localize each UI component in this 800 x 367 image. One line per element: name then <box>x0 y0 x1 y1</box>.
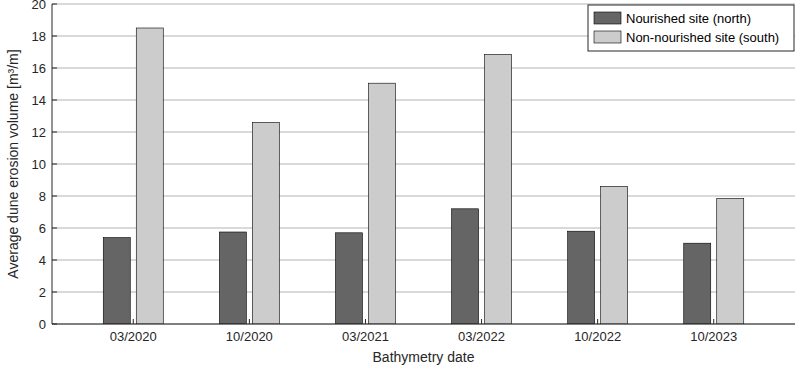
y-tick-label: 2 <box>39 285 46 300</box>
y-tick-label: 4 <box>39 253 46 268</box>
x-tick-label: 03/2021 <box>342 329 389 344</box>
x-tick-label: 03/2020 <box>110 329 157 344</box>
x-tick-label: 10/2023 <box>690 329 737 344</box>
bar <box>452 209 479 324</box>
y-tick-label: 20 <box>32 0 46 12</box>
legend-swatch <box>594 12 621 24</box>
x-tick <box>365 319 366 324</box>
y-tick <box>52 196 57 197</box>
y-tick <box>52 292 57 293</box>
y-tick-label: 18 <box>32 29 46 44</box>
bar <box>252 122 279 324</box>
x-axis-label: Bathymetry date <box>373 349 475 365</box>
chart-container: 0 2 4 6 8 10 12 14 16 18 20 03/2020 10/2020 03/2021 03… <box>0 0 800 367</box>
y-axis-line <box>52 4 53 324</box>
x-tick <box>713 319 714 324</box>
legend-label: Non-nourished site (south) <box>626 30 779 45</box>
y-tick <box>52 260 57 261</box>
bar <box>717 198 744 324</box>
bar <box>684 243 711 324</box>
y-tick <box>52 228 57 229</box>
y-tick <box>52 164 57 165</box>
y-tick <box>52 100 57 101</box>
bar <box>335 233 362 324</box>
bar <box>601 186 628 324</box>
bar <box>219 232 246 324</box>
chart-svg: 0 2 4 6 8 10 12 14 16 18 20 03/2020 10/2020 03/2021 03… <box>0 0 800 367</box>
y-tick-label: 10 <box>32 157 46 172</box>
bar <box>136 28 163 324</box>
y-tick-label: 12 <box>32 125 46 140</box>
y-tick-label: 6 <box>39 221 46 236</box>
legend-label: Nourished site (north) <box>626 11 751 26</box>
x-tick <box>597 319 598 324</box>
x-tick-label: 10/2020 <box>226 329 273 344</box>
y-tick-label: 8 <box>39 189 46 204</box>
bars <box>103 28 743 324</box>
x-tick <box>249 319 250 324</box>
legend-swatch <box>594 31 621 43</box>
x-tick-label: 10/2022 <box>574 329 621 344</box>
x-tick <box>481 319 482 324</box>
y-tick <box>52 132 57 133</box>
y-tick <box>52 68 57 69</box>
y-tick-label: 14 <box>32 93 46 108</box>
y-tick <box>52 36 57 37</box>
y-tick-label: 0 <box>39 317 46 332</box>
x-tick <box>133 319 134 324</box>
grid-line <box>52 4 795 5</box>
x-axis-line <box>52 324 795 325</box>
x-tick-label: 03/2022 <box>458 329 505 344</box>
bar <box>568 231 595 324</box>
bar <box>368 83 395 324</box>
y-tick-label: 16 <box>32 61 46 76</box>
bar <box>485 54 512 324</box>
grid-line <box>52 324 795 325</box>
legend-box <box>588 5 794 51</box>
y-axis-label: Average dune erosion volume [m³/m] <box>5 49 21 278</box>
y-tick <box>52 4 57 5</box>
grid <box>52 4 795 324</box>
bar <box>103 238 130 324</box>
legend: Nourished site (north) Non-nourished site… <box>588 5 794 51</box>
